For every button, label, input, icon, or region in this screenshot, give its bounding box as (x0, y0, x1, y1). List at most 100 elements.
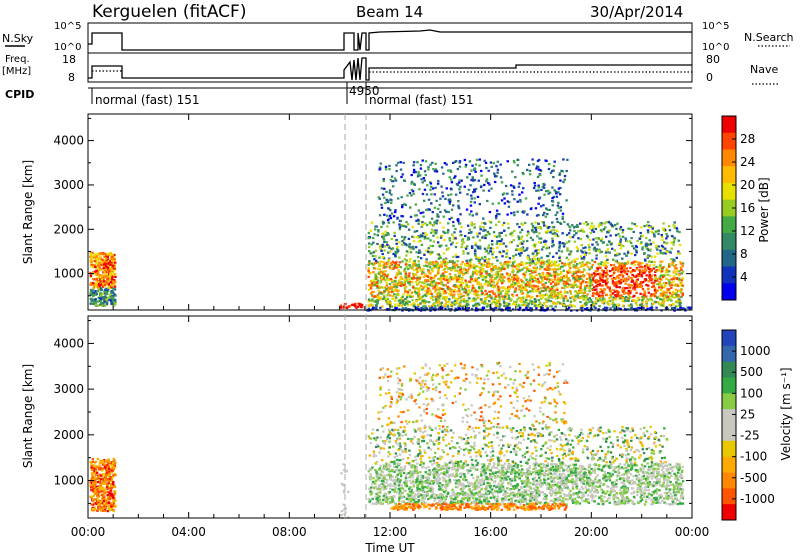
power-cell (611, 277, 614, 280)
power-cell (500, 181, 504, 184)
power-cell (98, 256, 102, 259)
power-cell (536, 290, 539, 293)
power-edge (683, 308, 686, 311)
power-cell (531, 238, 535, 241)
power-cell (437, 271, 440, 275)
power-cell (412, 171, 416, 174)
power-cell (91, 266, 95, 269)
power-cell (585, 302, 588, 305)
power-cell (534, 270, 537, 274)
power-cell (416, 161, 419, 164)
power-cell (611, 268, 614, 272)
power-cell (382, 237, 385, 240)
power-cell (425, 286, 428, 289)
power-cell (606, 258, 609, 262)
power-cell (457, 220, 460, 223)
power-cell (605, 265, 608, 268)
power-cell (537, 226, 540, 229)
power-cell (519, 299, 522, 302)
power-cell (376, 261, 379, 264)
power-cell (498, 240, 501, 243)
power-cell (659, 294, 662, 297)
power-cell (476, 235, 479, 238)
power-cell (624, 299, 627, 302)
power-cell (451, 233, 454, 236)
power-cell (591, 229, 594, 232)
power-cell (447, 169, 450, 172)
power-cell (541, 296, 545, 299)
power-cell (446, 305, 449, 308)
power-cell (459, 270, 462, 273)
power-cell (588, 277, 592, 281)
power-cell (409, 294, 412, 297)
power-cell (631, 278, 634, 282)
power-cell (652, 284, 656, 288)
power-cell (450, 293, 454, 296)
power-cell (418, 288, 421, 292)
power-cell (445, 163, 448, 166)
power-cell (679, 266, 683, 269)
power-edge (494, 306, 498, 310)
power-cell (621, 289, 624, 292)
power-cell (457, 295, 461, 299)
power-cell (453, 283, 457, 287)
power-cell (525, 248, 528, 251)
power-cell (614, 297, 618, 300)
power-cell (494, 295, 497, 298)
power-cell (434, 168, 438, 171)
power-cell (604, 275, 608, 278)
power-cell (469, 231, 472, 234)
power-cell (426, 279, 429, 282)
power-cell (429, 221, 432, 225)
power-cell (381, 252, 384, 256)
power-cell (395, 274, 399, 277)
power-cell (633, 275, 636, 278)
power-cell (388, 301, 391, 304)
power-cell (483, 300, 486, 303)
power-cell (576, 267, 580, 270)
power-cell (452, 255, 455, 258)
power-cell (487, 252, 490, 255)
power-cell (608, 270, 612, 273)
power-cell (558, 246, 561, 249)
power-cell (387, 258, 390, 261)
power-cell (620, 244, 623, 247)
power-cell (108, 298, 111, 302)
power-cell (379, 281, 383, 284)
power-cell (453, 231, 456, 234)
power-cell (543, 224, 546, 227)
power-cell (625, 240, 629, 243)
power-cell (391, 260, 395, 263)
power-cell (598, 280, 601, 283)
power-cell (408, 282, 411, 285)
power-cell (421, 221, 424, 224)
power-cell (369, 299, 373, 302)
power-cell (614, 254, 617, 257)
power-cell (469, 204, 473, 207)
power-cell (456, 269, 459, 272)
power-cell (109, 263, 112, 266)
power-cell (596, 270, 599, 273)
power-cell (555, 272, 558, 275)
power-edge (474, 307, 478, 310)
power-cell (546, 189, 550, 192)
power-cell (383, 296, 386, 299)
power-cell (557, 187, 561, 190)
power-cell (575, 232, 578, 235)
power-cell (635, 268, 638, 271)
power-cell (495, 235, 499, 238)
power-cell (465, 263, 468, 267)
power-cell (483, 183, 486, 187)
power-cell (89, 283, 92, 286)
power-cell (673, 270, 676, 273)
power-cell (102, 278, 105, 281)
power-cell (528, 169, 532, 172)
power-cell (459, 299, 463, 302)
power-cell (491, 285, 494, 288)
power-cell (439, 278, 442, 282)
power-cell (484, 278, 487, 281)
power-cell (389, 179, 393, 182)
power-cell (409, 247, 412, 250)
power-cell (92, 298, 96, 301)
power-cell (107, 283, 111, 286)
